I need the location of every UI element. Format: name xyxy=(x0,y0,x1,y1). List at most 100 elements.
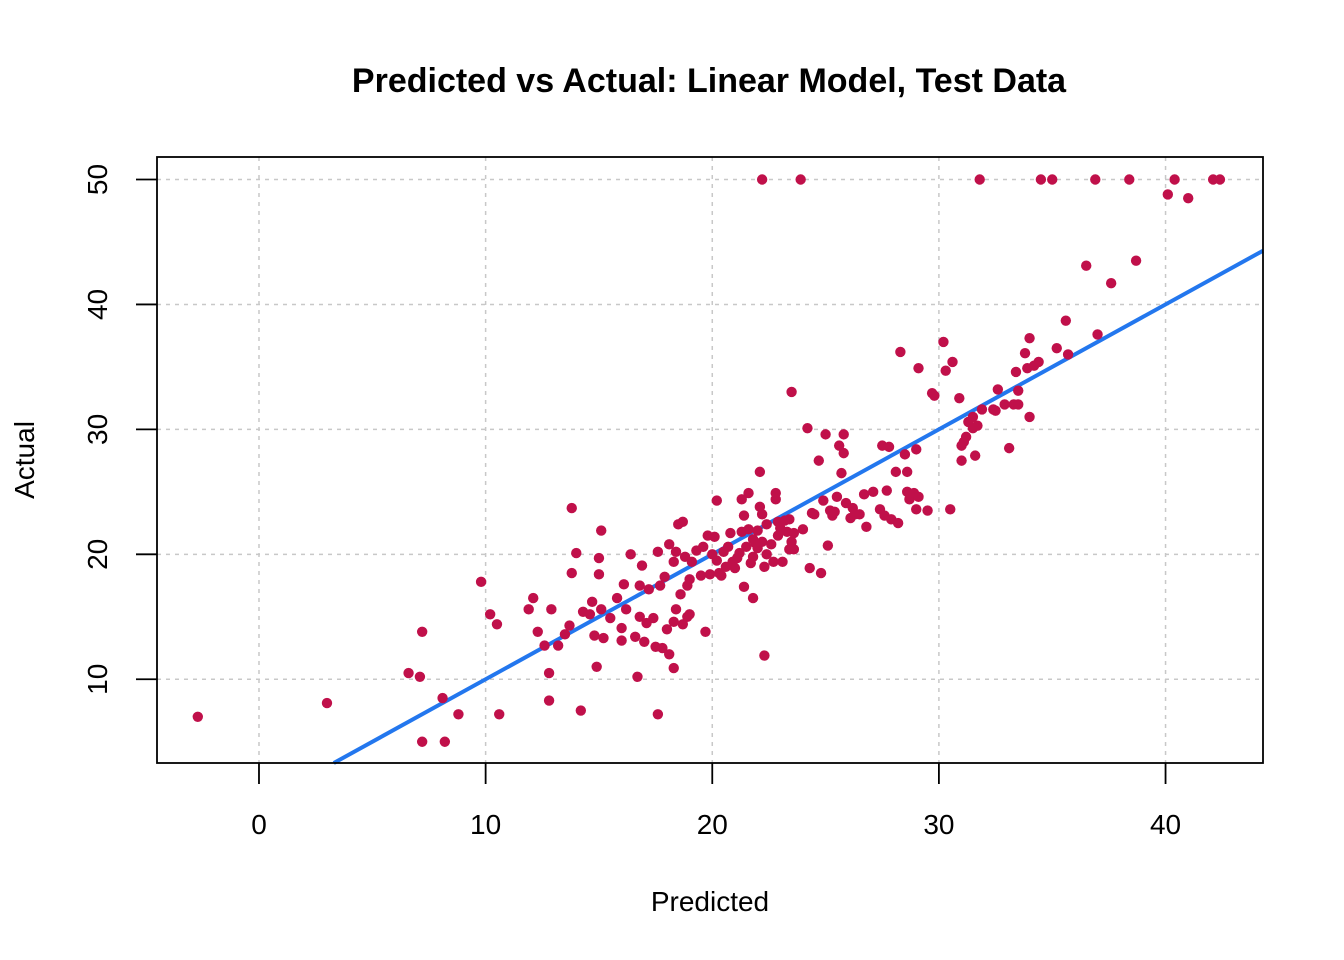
data-point xyxy=(677,516,689,528)
data-point xyxy=(416,626,428,638)
data-point xyxy=(668,556,679,568)
data-point xyxy=(652,546,664,558)
data-point xyxy=(414,671,426,682)
data-point xyxy=(1090,174,1101,185)
data-point xyxy=(822,540,834,551)
data-point xyxy=(630,631,641,643)
data-point xyxy=(765,539,777,550)
data-point xyxy=(552,640,564,651)
data-point xyxy=(709,531,720,543)
data-point xyxy=(695,570,707,581)
plot-frame xyxy=(156,156,1264,764)
data-point xyxy=(922,505,933,516)
data-point xyxy=(954,392,965,404)
data-point xyxy=(634,580,645,591)
data-point xyxy=(820,429,831,440)
data-point xyxy=(566,502,577,514)
data-point xyxy=(416,736,428,747)
data-point xyxy=(836,467,847,479)
x-tick-label: 20 xyxy=(697,809,728,840)
data-point xyxy=(564,620,575,631)
data-point xyxy=(620,604,632,615)
data-point xyxy=(677,619,689,630)
data-point xyxy=(1169,174,1180,185)
chart-title: Predicted vs Actual: Linear Model, Test … xyxy=(352,62,1067,100)
y-tick-label: 40 xyxy=(82,289,113,320)
data-point xyxy=(593,569,605,580)
data-point xyxy=(1214,174,1226,185)
data-point xyxy=(523,604,534,615)
data-point xyxy=(670,604,682,615)
data-point xyxy=(539,640,550,651)
reference-line xyxy=(332,248,1264,765)
data-point xyxy=(657,642,668,654)
data-point xyxy=(947,356,958,368)
y-tick-label: 50 xyxy=(82,164,113,195)
data-point xyxy=(639,636,650,647)
x-axis: 0 10 20 30 40 xyxy=(251,763,1181,840)
data-point xyxy=(899,449,911,460)
y-axis-label: Actual xyxy=(9,421,40,499)
data-point xyxy=(813,455,824,466)
data-point xyxy=(867,486,879,498)
data-point xyxy=(1092,329,1103,340)
data-point xyxy=(754,466,766,478)
data-point xyxy=(700,626,711,638)
data-point xyxy=(788,544,800,555)
data-point xyxy=(491,619,503,630)
data-point xyxy=(892,517,904,529)
data-point xyxy=(883,441,895,453)
data-point xyxy=(664,539,675,550)
data-point xyxy=(586,596,598,608)
data-point xyxy=(321,697,333,709)
data-point xyxy=(668,616,679,628)
data-point xyxy=(634,611,645,623)
y-tick-label: 20 xyxy=(82,539,113,570)
data-point xyxy=(632,671,643,682)
data-point xyxy=(584,609,596,620)
data-point xyxy=(484,609,496,620)
data-point xyxy=(704,569,716,580)
data-point xyxy=(795,174,806,185)
data-point xyxy=(1033,356,1044,368)
data-point xyxy=(659,571,670,583)
x-tick-label: 10 xyxy=(470,809,501,840)
data-point xyxy=(711,495,722,506)
x-tick-label: 30 xyxy=(923,809,954,840)
data-point xyxy=(1183,193,1194,204)
data-point xyxy=(833,440,845,451)
data-point xyxy=(543,667,555,679)
data-point xyxy=(654,580,666,591)
data-point xyxy=(838,447,849,459)
data-point xyxy=(901,466,913,478)
data-point xyxy=(734,547,745,559)
data-point xyxy=(1162,189,1174,200)
data-point xyxy=(809,509,820,520)
data-point xyxy=(999,399,1010,410)
data-point xyxy=(960,431,972,443)
data-point xyxy=(192,711,203,722)
data-point xyxy=(1060,315,1072,326)
data-point xyxy=(911,444,922,455)
data-point xyxy=(625,549,636,560)
data-point xyxy=(1047,174,1058,185)
data-point xyxy=(1019,347,1031,359)
data-point xyxy=(636,560,648,571)
data-point xyxy=(1035,174,1047,185)
data-point xyxy=(616,622,627,634)
data-point xyxy=(684,574,695,585)
data-point xyxy=(532,626,543,638)
data-point xyxy=(664,649,675,660)
data-point xyxy=(1130,255,1142,266)
data-point xyxy=(881,485,892,496)
data-point xyxy=(589,630,600,641)
data-point xyxy=(453,709,464,720)
y-axis: 10 20 30 40 50 xyxy=(82,164,157,695)
data-point xyxy=(528,592,539,604)
data-point xyxy=(711,555,722,566)
data-point xyxy=(802,422,813,434)
data-point xyxy=(770,494,781,505)
data-point xyxy=(475,576,487,588)
data-point xyxy=(543,695,555,706)
